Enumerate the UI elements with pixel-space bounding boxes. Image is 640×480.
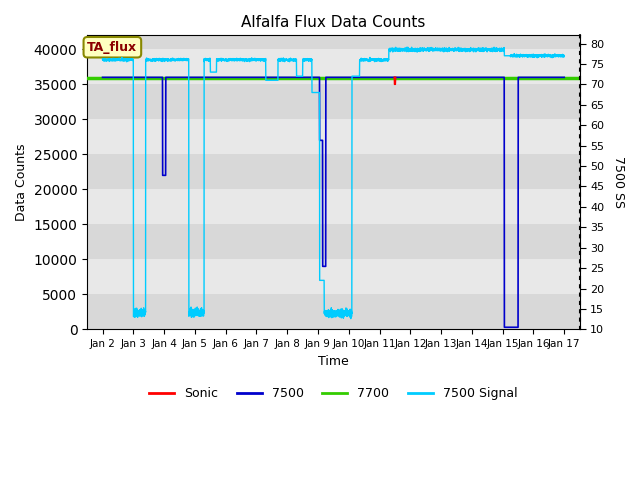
Legend: Sonic, 7500, 7700, 7500 Signal: Sonic, 7500, 7700, 7500 Signal — [144, 383, 523, 406]
X-axis label: Time: Time — [318, 355, 349, 368]
Y-axis label: Data Counts: Data Counts — [15, 144, 28, 221]
Bar — [87, 155, 580, 189]
Y-axis label: 7500 SS: 7500 SS — [612, 156, 625, 208]
Bar — [87, 14, 580, 49]
Bar — [87, 259, 580, 294]
Bar — [87, 84, 580, 120]
Title: Alfalfa Flux Data Counts: Alfalfa Flux Data Counts — [241, 15, 426, 30]
Text: TA_flux: TA_flux — [87, 41, 138, 54]
Bar — [87, 120, 580, 155]
Bar — [87, 224, 580, 259]
Bar — [87, 49, 580, 84]
Bar — [87, 294, 580, 329]
Bar — [87, 189, 580, 224]
